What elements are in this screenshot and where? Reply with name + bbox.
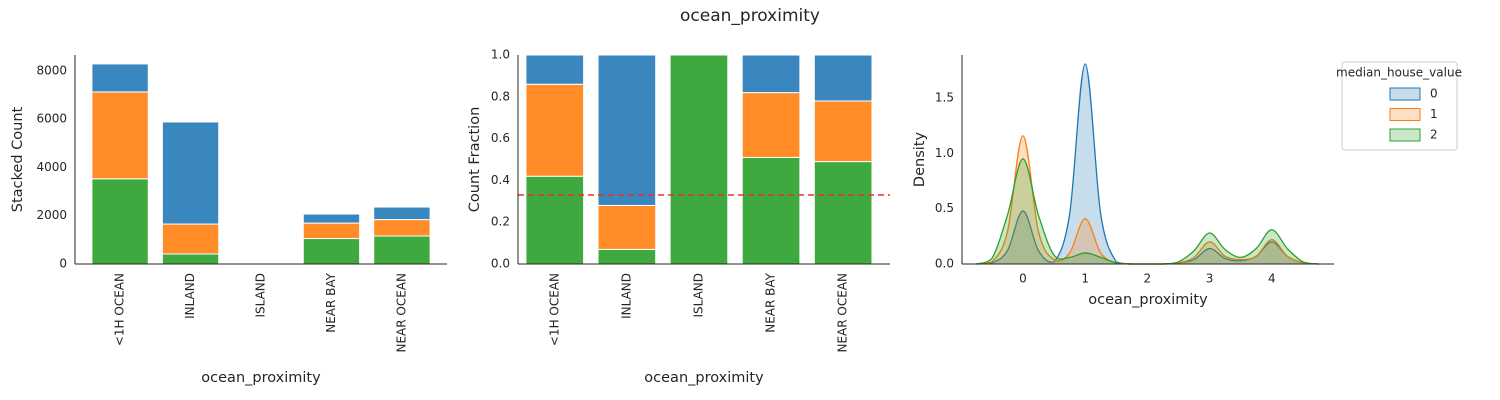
x-tick-label: 0 — [1019, 272, 1027, 286]
x-tick-label: NEAR BAY — [324, 272, 338, 332]
x-tick-label: 4 — [1268, 272, 1276, 286]
x-tick-label: ISLAND — [691, 273, 705, 318]
bar-segment — [302, 222, 361, 240]
x-axis-label: ocean_proximity — [1088, 292, 1208, 308]
bar-segment — [91, 63, 149, 93]
density-area — [976, 158, 1319, 264]
x-tick-label: ISLAND — [254, 273, 268, 318]
x-tick-label: INLAND — [619, 273, 633, 319]
x-tick-label: INLAND — [183, 273, 197, 319]
bar-segment — [161, 253, 220, 265]
y-tick-label: 0.0 — [935, 257, 954, 271]
density-area — [976, 135, 1319, 264]
x-tick-label: <1H OCEAN — [113, 273, 127, 346]
x-tick-label: NEAR BAY — [764, 272, 778, 332]
legend-swatch — [1389, 108, 1421, 121]
bar-segment — [525, 83, 585, 177]
y-tick-label: 0 — [59, 257, 67, 271]
y-tick-label: 2000 — [36, 208, 67, 222]
legend-label: 0 — [1430, 87, 1438, 101]
bar-segment — [741, 156, 801, 265]
bar-segment — [597, 248, 657, 265]
bar-segment — [525, 54, 585, 85]
y-tick-label: 1.0 — [491, 48, 510, 62]
y-axis-label: Stacked Count — [10, 106, 26, 212]
y-tick-label: 0.4 — [491, 173, 510, 187]
x-tick-label: <1H OCEAN — [547, 273, 561, 346]
legend-box — [1341, 61, 1458, 151]
x-axis-label: ocean_proximity — [644, 370, 764, 386]
legend-label: 1 — [1430, 107, 1438, 121]
y-tick-label: 1.5 — [935, 91, 954, 105]
bar-segment — [525, 175, 585, 265]
legend-swatch — [1389, 128, 1421, 142]
legend-swatch — [1389, 87, 1421, 101]
y-tick-label: 1.0 — [935, 146, 954, 160]
bar-segment — [302, 213, 361, 224]
figure-title: ocean_proximity — [680, 6, 820, 26]
bar-segment — [91, 178, 149, 265]
legend-label: 2 — [1430, 128, 1438, 142]
bar-segment — [597, 204, 657, 250]
x-tick-label: 1 — [1081, 272, 1089, 286]
bar-segment — [373, 206, 431, 221]
legend: median_house_value 0 1 2 — [1336, 61, 1462, 151]
y-tick-label: 6000 — [36, 112, 67, 126]
bar-segment — [813, 161, 873, 265]
x-axis-label: ocean_proximity — [201, 370, 321, 386]
bar-segment — [373, 219, 431, 237]
y-tick-label: 0.8 — [491, 89, 510, 103]
bar-segment — [302, 238, 361, 265]
y-axis-label: Density — [912, 132, 928, 188]
bar-segment — [741, 92, 801, 158]
bar-segment — [597, 54, 657, 206]
x-tick-label: 3 — [1206, 272, 1214, 286]
bar-segment — [813, 100, 873, 163]
y-tick-label: 0.5 — [935, 201, 954, 215]
bar-segment — [91, 91, 149, 180]
bar-segment — [161, 223, 220, 255]
legend-title: median_house_value — [1336, 66, 1462, 80]
x-tick-label: NEAR OCEAN — [394, 273, 408, 353]
bar-segment — [373, 235, 431, 265]
y-tick-label: 0.6 — [491, 131, 510, 145]
bar-segment — [669, 54, 729, 265]
y-tick-label: 0.0 — [491, 257, 510, 271]
x-tick-label: 2 — [1144, 272, 1152, 286]
y-tick-label: 8000 — [36, 63, 67, 77]
y-tick-label: 4000 — [36, 160, 67, 174]
bar-segment — [741, 54, 801, 94]
y-tick-label: 0.2 — [491, 215, 510, 229]
y-axis-label: Count Fraction — [467, 107, 483, 213]
bar-segment — [813, 54, 873, 102]
bar-segment — [161, 121, 220, 225]
x-tick-label: NEAR OCEAN — [836, 273, 850, 353]
